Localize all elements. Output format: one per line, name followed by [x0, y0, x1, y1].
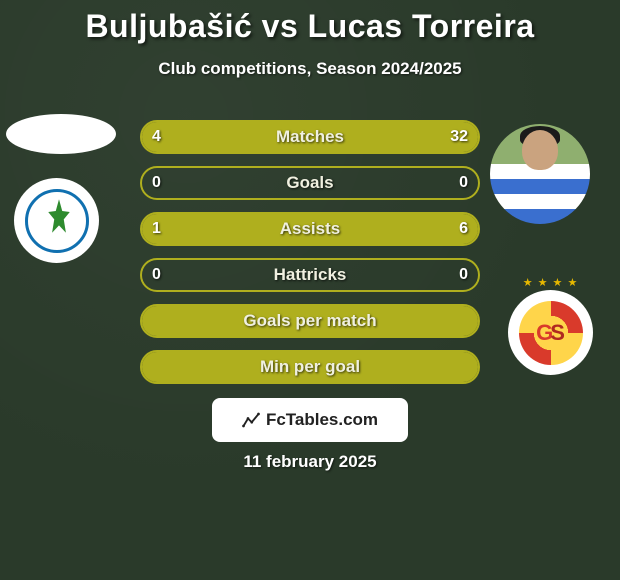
club-right-stars: ★ ★ ★ ★ [508, 276, 593, 289]
stat-label: Min per goal [142, 352, 478, 382]
stat-row: Min per goal [140, 350, 480, 384]
player-left-photo [6, 114, 116, 154]
stat-row: Goals per match [140, 304, 480, 338]
stat-label: Matches [142, 122, 478, 152]
club-left-crest [14, 178, 99, 263]
comparison-card: Buljubašić vs Lucas Torreira Club compet… [0, 0, 620, 580]
page-subtitle: Club competitions, Season 2024/2025 [0, 59, 620, 79]
date-text: 11 february 2025 [0, 452, 620, 472]
stat-row: 00Goals [140, 166, 480, 200]
player-right-photo [490, 124, 590, 224]
club-right-crest: ★ ★ ★ ★ GS [508, 290, 593, 375]
stat-row: 432Matches [140, 120, 480, 154]
stat-row: 16Assists [140, 212, 480, 246]
page-title: Buljubašić vs Lucas Torreira [0, 0, 620, 45]
stat-label: Assists [142, 214, 478, 244]
source-pill: FcTables.com [212, 398, 408, 442]
stats-list: 432Matches 00Goals 16Assists 00Hattricks Goa… [140, 120, 480, 396]
stat-row: 00Hattricks [140, 258, 480, 292]
stat-label: Goals [142, 168, 478, 198]
stat-label: Goals per match [142, 306, 478, 336]
source-text: FcTables.com [266, 410, 378, 430]
stat-label: Hattricks [142, 260, 478, 290]
source-logo-icon [242, 411, 260, 429]
